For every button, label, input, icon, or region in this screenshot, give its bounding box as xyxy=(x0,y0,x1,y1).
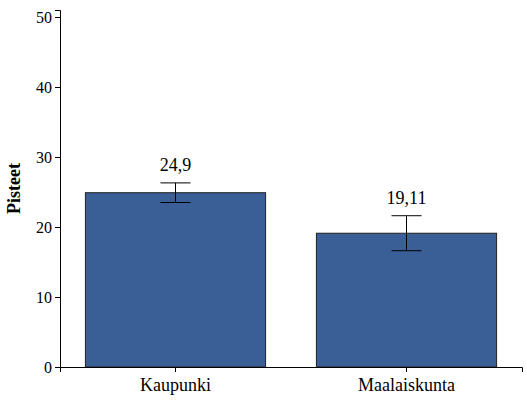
x-tick-mark xyxy=(175,367,176,372)
error-bar xyxy=(392,216,422,251)
y-axis: 0 10 20 30 40 50 xyxy=(36,9,61,376)
bar xyxy=(316,233,496,367)
y-axis-title: Pisteet xyxy=(4,163,24,214)
y-tick: 30 xyxy=(36,149,60,166)
y-tick: 20 xyxy=(36,219,60,236)
y-tick-label: 50 xyxy=(36,9,52,26)
y-tick-mark xyxy=(55,17,60,18)
y-tick-label: 30 xyxy=(36,149,52,166)
x-tick: Kaupunki xyxy=(140,367,211,395)
chart: 0 10 20 30 40 50 Kaupunki Maalaiskunta Pisteet 24… xyxy=(0,0,527,412)
y-tick-mark xyxy=(55,367,60,368)
data-label: 19,11 xyxy=(387,188,427,208)
y-axis-line xyxy=(55,11,61,368)
x-axis: Kaupunki Maalaiskunta xyxy=(61,367,523,395)
error-bar xyxy=(161,183,191,203)
y-tick-label: 20 xyxy=(36,219,52,236)
x-tick: Maalaiskunta xyxy=(358,367,455,395)
x-tick-label: Kaupunki xyxy=(140,375,211,395)
y-tick-mark xyxy=(55,227,60,228)
y-tick-label: 10 xyxy=(36,289,52,306)
y-tick-label: 40 xyxy=(36,79,52,96)
data-label: 24,9 xyxy=(160,155,192,175)
y-tick: 50 xyxy=(36,9,60,26)
y-tick-mark xyxy=(55,297,60,298)
x-tick-mark xyxy=(406,367,407,372)
bar xyxy=(85,193,265,367)
y-tick-label: 0 xyxy=(44,359,52,376)
y-tick-mark xyxy=(55,87,60,88)
y-tick: 10 xyxy=(36,289,60,306)
x-tick-label: Maalaiskunta xyxy=(358,375,455,395)
y-tick-mark xyxy=(55,157,60,158)
plot-area xyxy=(85,183,496,367)
y-tick: 0 xyxy=(44,359,60,376)
x-axis-line xyxy=(61,368,523,373)
y-tick: 40 xyxy=(36,79,60,96)
